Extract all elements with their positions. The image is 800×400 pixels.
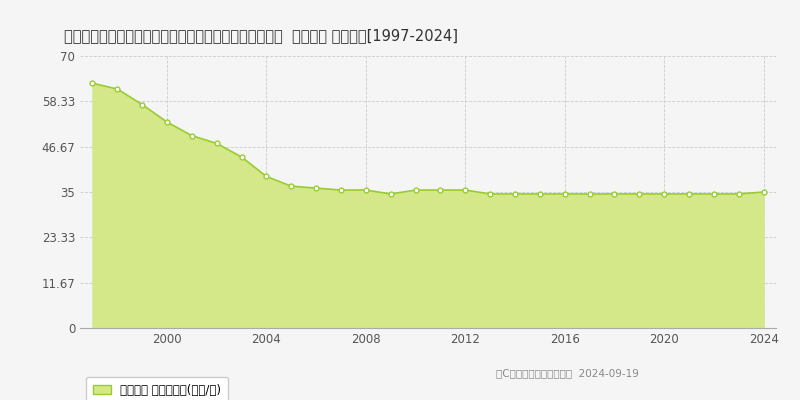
Text: 東京都西多摩郡瑞穂町大字殿ケ谷字榎内川添８０４番６  基準地価 地価推移[1997-2024]: 東京都西多摩郡瑞穂町大字殿ケ谷字榎内川添８０４番６ 基準地価 地価推移[1997… bbox=[64, 28, 458, 43]
Legend: 基準地価 平均坪単価(万円/坪): 基準地価 平均坪単価(万円/坪) bbox=[86, 376, 228, 400]
Text: （C）土地価格ドットコム  2024-09-19: （C）土地価格ドットコム 2024-09-19 bbox=[496, 368, 639, 378]
